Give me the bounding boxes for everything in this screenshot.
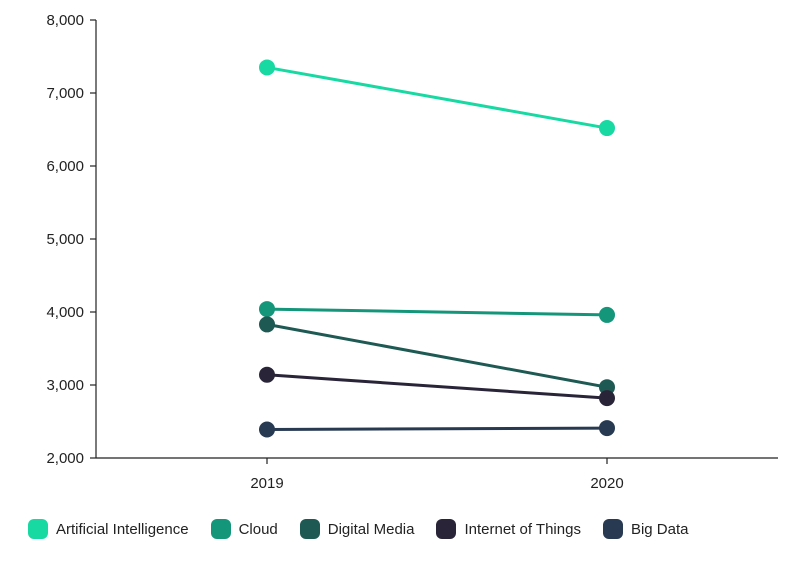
data-point-cloud-2020 bbox=[599, 306, 615, 323]
series-line-big-data bbox=[265, 426, 609, 432]
legend-item-big-data: Big Data bbox=[602, 519, 689, 539]
legend-label: Cloud bbox=[238, 520, 278, 538]
y-tick-label: 7,000 bbox=[46, 85, 84, 102]
chart-axes bbox=[95, 20, 778, 459]
chart-legend: Artificial Intelligence Cloud Digital Medi… bbox=[28, 519, 711, 539]
x-axis-ticks: 2019 2020 bbox=[250, 458, 624, 492]
legend-swatch bbox=[210, 519, 231, 539]
y-tick-label: 5,000 bbox=[46, 231, 84, 248]
y-axis-ticks: 2,000 3,000 4,000 5,000 6,000 7,000 8,000 bbox=[46, 12, 96, 467]
data-point-cloud-2019 bbox=[259, 301, 275, 318]
legend-item-cloud: Cloud bbox=[210, 519, 278, 539]
data-point-digital-media-2019 bbox=[259, 316, 275, 333]
series-line-digital-media bbox=[265, 322, 609, 389]
legend-item-internet-of-things: Internet of Things bbox=[436, 519, 581, 539]
data-point-big-data-2020 bbox=[599, 420, 615, 437]
legend-label: Big Data bbox=[630, 520, 689, 538]
data-point-internet-of-things-2020 bbox=[599, 390, 615, 407]
legend-swatch bbox=[436, 519, 457, 539]
data-point-internet-of-things-2019 bbox=[259, 366, 275, 383]
series-line-artificial-intelligence bbox=[265, 65, 609, 130]
legend-swatch bbox=[299, 519, 320, 539]
y-tick-label: 8,000 bbox=[46, 12, 84, 29]
y-tick-label: 6,000 bbox=[46, 158, 84, 175]
x-tick-label: 2020 bbox=[590, 475, 623, 492]
series-line-cloud bbox=[265, 307, 609, 317]
legend-swatch bbox=[28, 519, 48, 539]
series-lines bbox=[265, 65, 609, 432]
legend-label: Artificial Intelligence bbox=[56, 520, 189, 538]
data-point-artificial-intelligence-2020 bbox=[599, 120, 615, 137]
series-line-internet-of-things bbox=[265, 373, 609, 400]
legend-label: Digital Media bbox=[327, 520, 415, 538]
series-points bbox=[259, 59, 615, 438]
legend-item-digital-media: Digital Media bbox=[299, 519, 415, 539]
y-tick-label: 2,000 bbox=[46, 450, 84, 467]
data-point-digital-media-2020 bbox=[599, 379, 615, 396]
y-tick-label: 4,000 bbox=[46, 304, 84, 321]
legend-item-artificial-intelligence: Artificial Intelligence bbox=[28, 519, 189, 539]
data-point-big-data-2019 bbox=[259, 421, 275, 438]
legend-swatch bbox=[602, 519, 623, 539]
legend-label: Internet of Things bbox=[464, 520, 581, 538]
data-point-artificial-intelligence-2019 bbox=[259, 59, 275, 76]
y-tick-label: 3,000 bbox=[46, 377, 84, 394]
x-tick-label: 2019 bbox=[250, 475, 283, 492]
